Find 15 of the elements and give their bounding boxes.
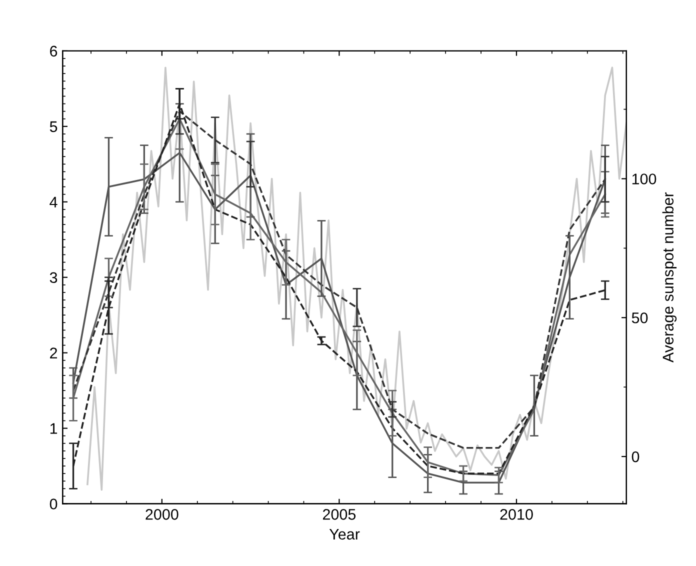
x-axis-title: Year — [329, 528, 360, 540]
y-tick-label: 1 — [50, 423, 58, 434]
x-tick-label: 2005 — [322, 509, 356, 520]
y-tick-label: 4 — [50, 196, 58, 208]
y2-tick-label: 100 — [632, 174, 656, 184]
y-tick-label: 0 — [50, 498, 58, 510]
y2-tick-label: 50 — [632, 312, 648, 324]
y2-axis-title: Average sunspot number — [662, 192, 677, 363]
x-tick-label: 2010 — [500, 509, 533, 520]
x-tick-label: 2000 — [146, 509, 178, 520]
y-tick-label: 6 — [50, 46, 58, 57]
y-tick-label: 2 — [50, 348, 58, 358]
y-tick-label: 5 — [50, 121, 58, 132]
y-tick-label: 3 — [50, 272, 58, 284]
y2-tick-label: 0 — [632, 451, 640, 462]
